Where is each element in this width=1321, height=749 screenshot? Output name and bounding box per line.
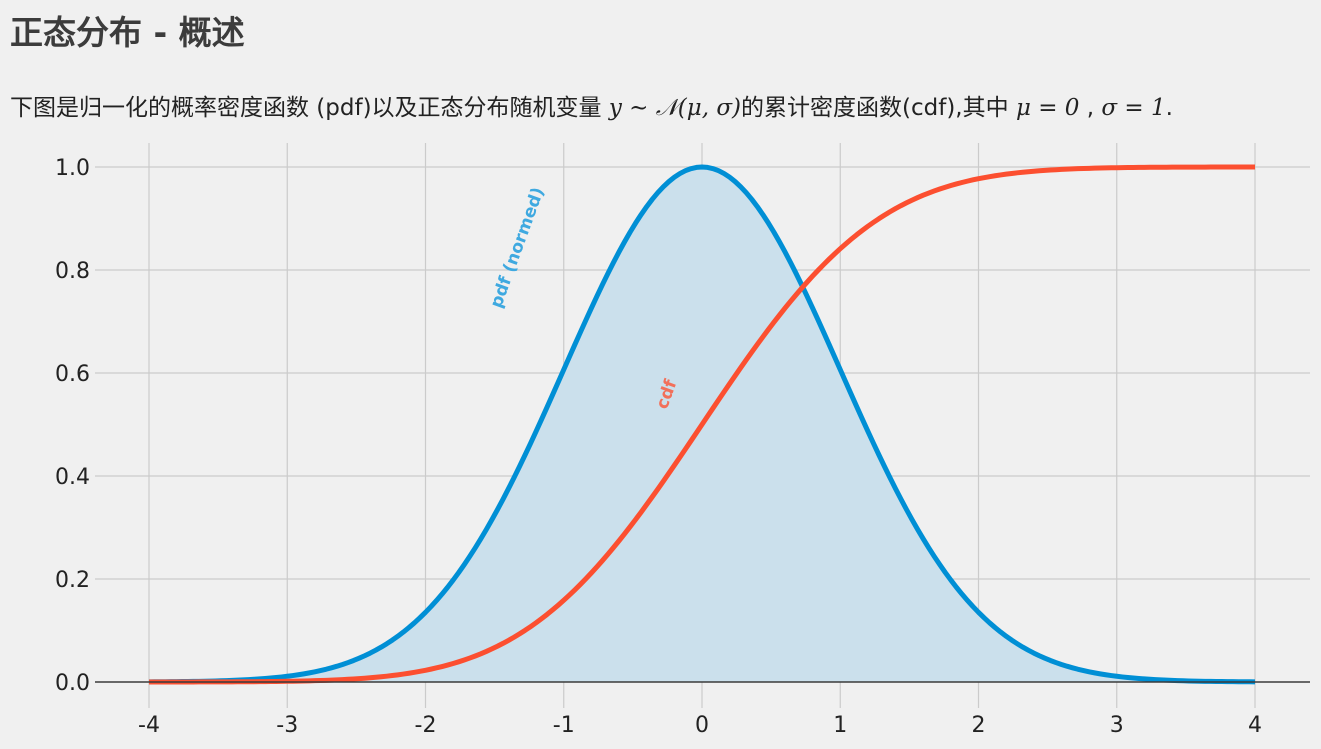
subtitle-math-distribution: y ∼ 𝒩(μ, σ) <box>608 95 742 121</box>
subtitle-separator: , <box>1079 95 1102 121</box>
x-tick-label: 0 <box>695 713 709 738</box>
subtitle-middle: 的累计密度函数(cdf),其中 <box>741 95 1016 121</box>
x-tick-label: -4 <box>138 713 160 738</box>
x-tick-label: 2 <box>972 713 986 738</box>
y-tick-label: 0.0 <box>55 671 90 696</box>
x-tick-label: 4 <box>1248 713 1262 738</box>
y-tick-label: 0.8 <box>55 259 90 284</box>
y-axis-ticks: 0.0 0.2 0.4 0.6 0.8 1.0 <box>55 156 90 696</box>
subtitle-prefix: 下图是归一化的概率密度函数 (pdf)以及正态分布随机变量 <box>10 95 609 121</box>
page-title: 正态分布 - 概述 <box>10 13 245 52</box>
y-tick-label: 1.0 <box>55 156 90 181</box>
y-tick-label: 0.2 <box>55 568 90 593</box>
series-line-cdf <box>149 164 1255 685</box>
y-tick-label: 0.6 <box>55 362 90 387</box>
x-tick-label: -2 <box>415 713 437 738</box>
series-line-pdf-normed <box>148 164 1256 685</box>
subtitle-math-mu: μ = 0 <box>1015 95 1080 121</box>
x-tick-label: 1 <box>833 713 847 738</box>
series-lines <box>95 164 1310 685</box>
chart-subtitle: 下图是归一化的概率密度函数 (pdf)以及正态分布随机变量 y ∼ 𝒩(μ, σ… <box>10 88 1173 122</box>
x-tick-label: 3 <box>1110 713 1124 738</box>
x-tick-label: -3 <box>276 713 298 738</box>
subtitle-math-sigma: σ = 1 <box>1101 95 1166 121</box>
annotation-pdf-normed: pdf (normed) <box>486 185 548 311</box>
x-tick-label: -1 <box>553 713 575 738</box>
y-tick-label: 0.4 <box>55 465 90 490</box>
subtitle-suffix: . <box>1165 95 1173 121</box>
x-axis-ticks: -4 -3 -2 -1 0 1 2 3 4 <box>138 713 1262 738</box>
